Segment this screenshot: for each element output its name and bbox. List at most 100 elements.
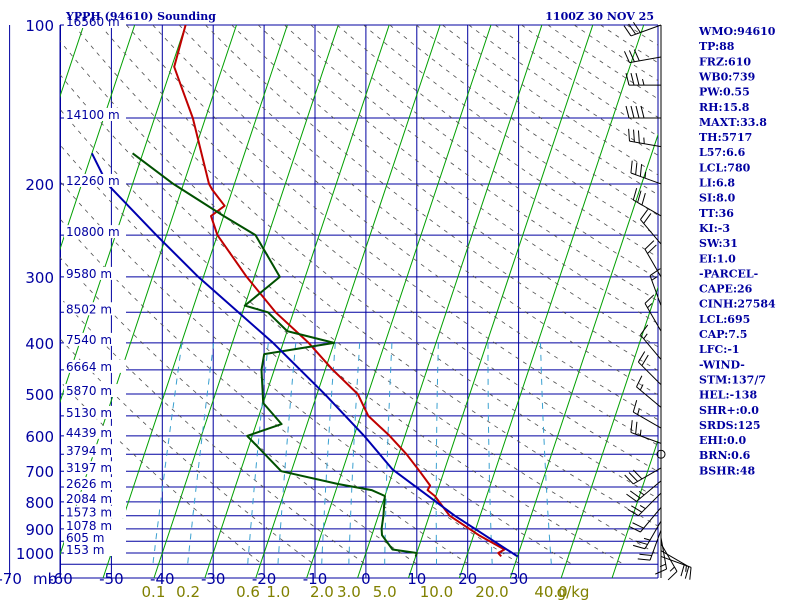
wind-barb-flag	[640, 105, 645, 119]
wind-barb-flag	[632, 469, 643, 480]
index-value: LCL:695	[699, 313, 750, 326]
height-label-background	[64, 107, 126, 121]
wind-barb-staff	[633, 411, 662, 429]
height-label: 5870 m	[66, 384, 112, 398]
wind-barb-half-flag	[669, 566, 675, 572]
pressure-tick-label: 800	[25, 494, 54, 512]
wind-barb-flag	[649, 268, 661, 276]
index-value: CAPE:26	[699, 283, 753, 296]
wind-barb-flag	[625, 73, 630, 86]
wind-barb	[626, 480, 662, 502]
axis-labels: 1002003004005006007008009001000mb-80-70-…	[0, 17, 589, 600]
wind-barb-staff	[638, 492, 662, 517]
wind-barb-half-flag	[643, 333, 648, 340]
wind-barb-staff	[644, 303, 662, 332]
wind-barb	[630, 420, 662, 444]
wind-barb-half-flag	[643, 537, 651, 541]
dry-adiabats	[60, 25, 658, 565]
temperature-tick-label: -10	[303, 570, 328, 588]
height-label: 4439 m	[66, 426, 112, 440]
wind-barb	[632, 187, 662, 217]
isotherms	[60, 25, 658, 578]
wind-barb-flag	[635, 105, 640, 119]
wind-barb-staff	[644, 520, 662, 550]
pressure-tick-label: 200	[25, 176, 54, 194]
wind-barb-flag	[640, 324, 649, 336]
index-value: SI:8.0	[699, 192, 736, 205]
wind-barb-flag	[637, 351, 646, 363]
wind-barb-flag	[635, 73, 640, 86]
wind-barb-flag	[623, 51, 630, 63]
mixing-ratio-label: 0.6	[236, 583, 260, 600]
dry-adiabat-line	[205, 25, 658, 372]
parcel-trace-line	[91, 152, 519, 558]
wind-barb	[644, 240, 662, 278]
height-label: 12260 m	[66, 174, 120, 188]
wind-barb-half-flag	[647, 303, 653, 309]
wind-barb-flag	[689, 567, 692, 580]
index-value: BSHR:48	[699, 464, 755, 477]
height-label: 1078 m	[66, 519, 112, 533]
wind-barb	[628, 128, 662, 148]
mixing-ratio-line	[540, 342, 552, 565]
height-label-background	[64, 477, 126, 491]
wind-barb	[637, 529, 662, 561]
temperature-tick-label: -60	[48, 570, 73, 588]
wind-barb	[627, 492, 662, 517]
mixing-ratio-label: 5.0	[373, 583, 397, 600]
temperature-tick-label: 0	[361, 570, 371, 588]
isotherm-line	[102, 25, 288, 578]
wind-barb-flag	[628, 50, 635, 62]
dry-adiabat-line	[152, 25, 658, 421]
wind-barb	[624, 467, 662, 485]
isotherm-line	[204, 25, 390, 578]
isotherm-line	[458, 25, 645, 578]
isotherm-line	[407, 25, 594, 578]
height-label: 10800 m	[66, 225, 120, 239]
wind-barb	[655, 537, 668, 575]
wind-barb-flag	[637, 558, 651, 561]
index-value: TH:5717	[699, 131, 752, 144]
temperature-line	[173, 25, 506, 558]
height-label-background	[64, 505, 126, 519]
height-label: 14100 m	[66, 108, 120, 122]
height-label-background	[64, 405, 126, 419]
wind-barb-flag	[639, 164, 643, 177]
height-label-background	[64, 225, 126, 239]
wind-barb-flag	[680, 564, 685, 577]
mixing-ratio-label: 0.1	[142, 583, 166, 600]
wind-barb-flag	[640, 209, 649, 220]
wind-barb-half-flag	[639, 384, 644, 391]
temperature-tick-label: 30	[509, 570, 528, 588]
wind-barb	[623, 49, 662, 64]
height-label: 9580 m	[66, 267, 112, 281]
wind-barb-staff	[638, 361, 662, 386]
dry-adiabat-line	[126, 25, 658, 446]
sounding-profiles	[91, 25, 519, 558]
wind-barb	[640, 209, 662, 245]
height-label: 6664 m	[66, 360, 112, 374]
wind-barb-flag	[667, 570, 678, 581]
pressure-tick-label: 900	[25, 521, 54, 539]
height-label: 3794 m	[66, 444, 112, 458]
wind-barb-staff	[640, 219, 662, 245]
wind-barb-flag	[632, 21, 641, 33]
mixing-ratio-line	[321, 342, 336, 565]
wind-barb-staff	[660, 550, 689, 568]
index-value: SRDS:125	[699, 419, 761, 432]
indices-panel: WMO:94610 TP:88 FRZ:610 WB0:739 PW:0.55 RH:15…	[698, 25, 776, 477]
wind-barb-half-flag	[639, 429, 642, 436]
wind-barb	[660, 550, 690, 579]
wind-barb-flag	[655, 568, 667, 575]
index-value: LCL:780	[699, 161, 751, 174]
wind-barb-half-flag	[639, 505, 646, 510]
wind-barb-staff	[636, 386, 662, 408]
wind-barb-flag	[629, 526, 641, 533]
height-label: 5130 m	[66, 406, 112, 420]
temperature-tick-label: 10	[407, 570, 426, 588]
wind-barb-flag	[639, 553, 652, 556]
wind-barb	[629, 507, 662, 533]
index-value: BRN:0.6	[699, 449, 751, 462]
